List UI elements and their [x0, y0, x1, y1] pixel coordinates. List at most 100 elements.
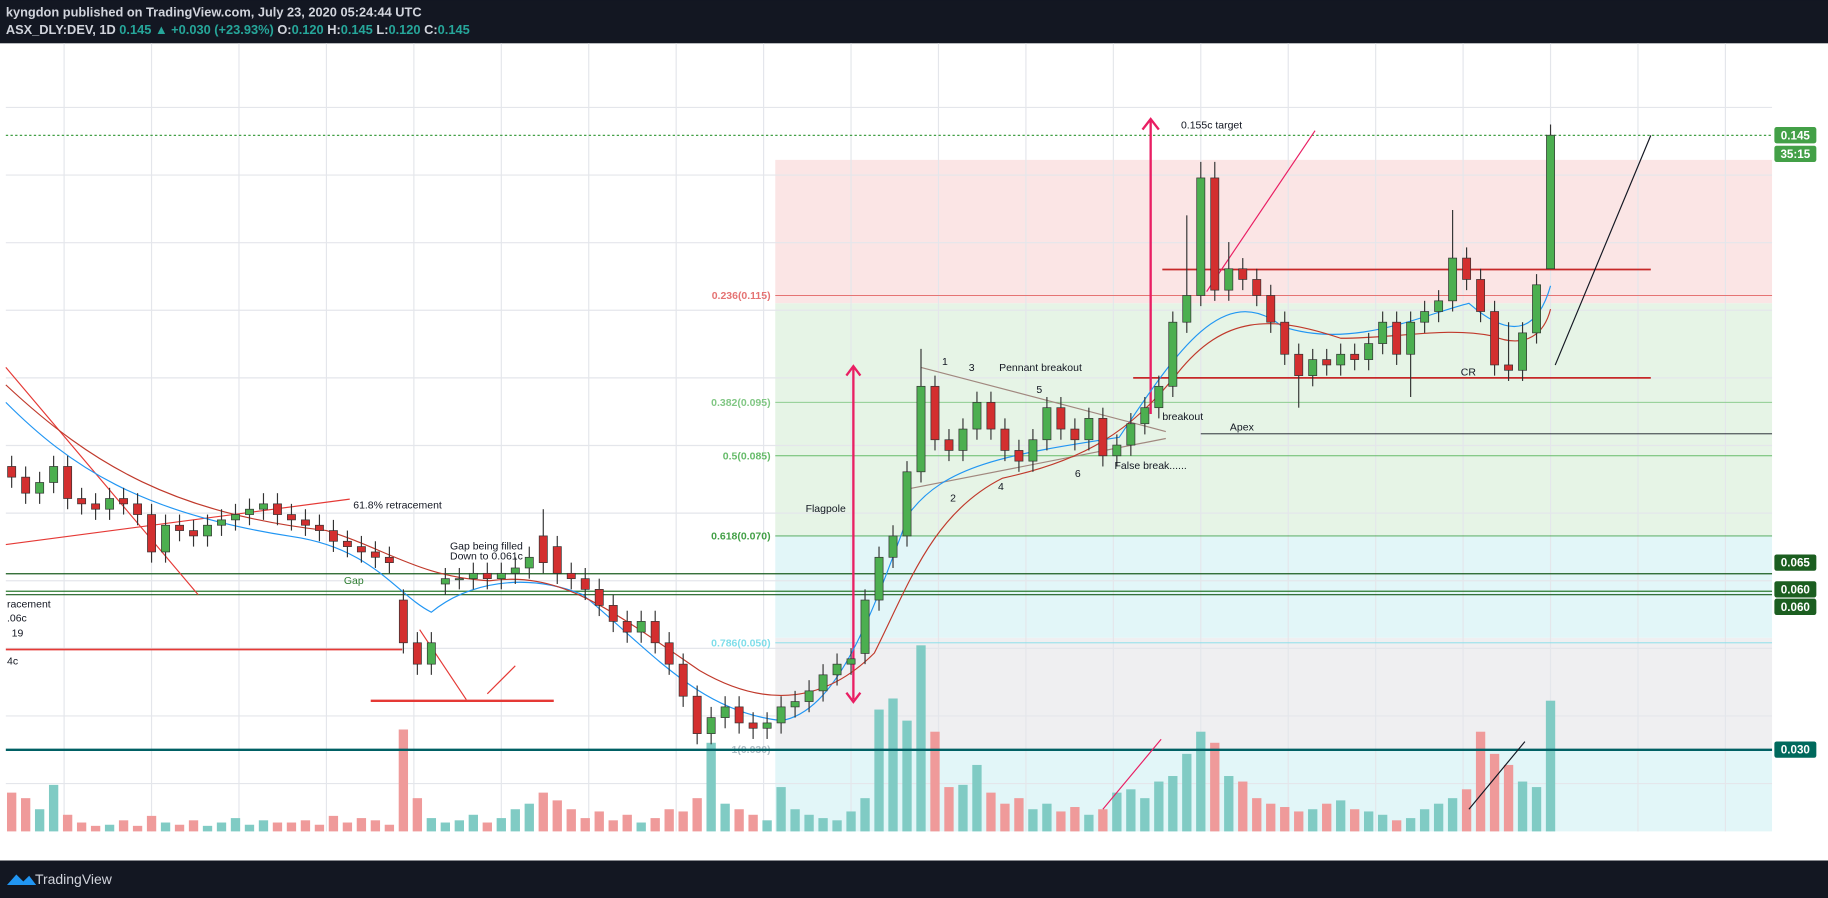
volume-bar	[636, 822, 646, 832]
price-label: 0.060	[1781, 601, 1810, 614]
arrow	[1554, 135, 1652, 366]
volume-bar	[1433, 803, 1444, 832]
candle-body	[217, 519, 226, 526]
candle-body	[440, 578, 450, 585]
fib-label: 0.618(0.070)	[711, 531, 770, 542]
logo	[6, 874, 37, 886]
volume-bar	[1070, 807, 1080, 832]
candle-body	[259, 503, 268, 510]
ohlc-value: 0.145	[341, 22, 373, 37]
volume-bar	[1308, 809, 1318, 832]
candle-body	[245, 508, 254, 515]
volume-bar	[1503, 764, 1514, 832]
fib-zones	[775, 159, 1773, 832]
price-label: 0.145	[1781, 129, 1811, 142]
annotation: Flagpole	[806, 504, 846, 515]
volume-bar	[496, 818, 506, 832]
fib-label: 0.236(0.115)	[712, 291, 771, 302]
price-label: 0.065	[1781, 557, 1811, 570]
volume-bar	[818, 818, 828, 832]
volume-bar	[300, 820, 311, 832]
volume-bar	[608, 820, 618, 832]
candle-body	[1406, 321, 1416, 355]
candle-body	[1056, 407, 1066, 430]
symbol: ASX_DLY:DEV, 1D	[6, 22, 116, 37]
candle-body	[1518, 332, 1527, 371]
price-label: 0.030	[1781, 744, 1810, 757]
candle-body	[692, 695, 702, 734]
fib-label: 0.5(0.085)	[723, 451, 771, 462]
last: 0.145	[119, 22, 151, 37]
volume-bar	[1196, 731, 1206, 832]
price-label-bg	[1774, 741, 1817, 758]
volume-bar	[1140, 798, 1150, 832]
volume-bar	[692, 798, 702, 832]
volume-bar	[958, 784, 968, 832]
volume-bar	[1391, 820, 1402, 832]
volume-bar	[1377, 814, 1388, 832]
volume-bar	[1405, 818, 1416, 832]
volume-bar	[986, 792, 996, 832]
volume-bar	[944, 787, 954, 832]
volume-bar	[202, 825, 213, 832]
arrow	[1468, 741, 1526, 810]
volume-bar	[790, 809, 800, 832]
candle-body	[1182, 295, 1192, 323]
candles	[7, 124, 1555, 745]
volume-bar	[1154, 781, 1164, 832]
candle-body	[902, 471, 912, 537]
volume-bar	[1322, 803, 1332, 832]
header: kyngdon published on TradingView.com, Ju…	[6, 4, 470, 36]
countdown: 35:15	[1780, 148, 1810, 161]
volume-bar	[132, 825, 143, 832]
candle-body	[1154, 385, 1164, 409]
candle-body	[49, 466, 59, 483]
ohlc-label: O:	[277, 22, 291, 37]
volume-bar	[650, 818, 660, 832]
volume-bar	[524, 803, 534, 832]
volume-bar	[1084, 814, 1094, 832]
candle-body	[1532, 284, 1541, 334]
candle-body	[454, 578, 464, 581]
price-label-bg	[1774, 598, 1817, 615]
candle-body	[273, 503, 282, 515]
volume-bar	[6, 792, 17, 832]
candle-body	[231, 514, 240, 521]
candle-body	[1098, 418, 1108, 457]
volume-bar	[1098, 809, 1108, 832]
volume-bar	[1531, 787, 1542, 832]
price-label: 0.060	[1781, 583, 1810, 596]
arrowhead	[845, 691, 862, 704]
volume-bar	[622, 814, 632, 832]
candle-body	[426, 642, 436, 665]
candle-body	[888, 535, 898, 558]
pennant	[903, 437, 1166, 491]
zone	[775, 159, 1773, 304]
candle-body	[203, 524, 212, 537]
candle-body	[1280, 321, 1290, 355]
candle-body	[7, 466, 17, 478]
volume-bar	[342, 822, 353, 832]
ohlc-label: L:	[376, 22, 388, 37]
candle-body	[1252, 279, 1262, 296]
candle-body	[510, 567, 520, 574]
candle-body	[21, 476, 31, 494]
volume-bar	[1224, 776, 1234, 832]
volume-bar	[426, 818, 437, 832]
volume-bar	[1056, 811, 1066, 832]
brand: TradingView	[35, 871, 113, 887]
candle-body	[944, 439, 954, 451]
candle-body	[1028, 439, 1038, 462]
ohlc-value: 0.120	[388, 22, 420, 37]
annotation: 4c	[7, 657, 18, 668]
volume-bar	[76, 822, 87, 832]
candle-body	[1126, 423, 1136, 446]
volume-bar	[930, 731, 940, 832]
volume-bar	[762, 820, 772, 832]
annotation: racement	[7, 600, 51, 611]
candle-body	[1042, 407, 1052, 441]
annotation: Gap being filled	[450, 541, 523, 552]
volume-bar	[1042, 803, 1052, 832]
volume-bar	[1252, 798, 1262, 832]
volume-bar	[118, 820, 129, 832]
